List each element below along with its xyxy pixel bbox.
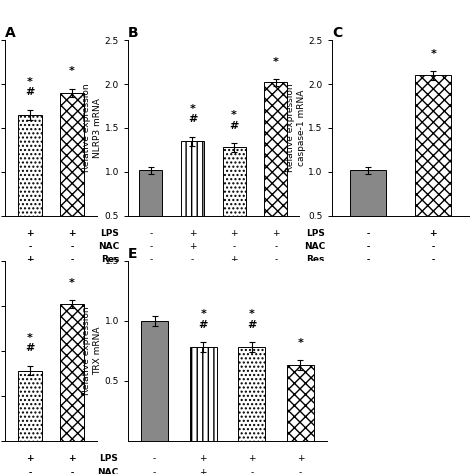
Text: A: A [5, 26, 16, 40]
Text: Res: Res [101, 255, 119, 264]
Text: -: - [366, 229, 369, 237]
Text: -: - [153, 468, 156, 474]
Text: +: + [26, 255, 34, 264]
Text: -: - [299, 468, 302, 474]
Text: *: * [231, 110, 237, 120]
Text: +: + [429, 229, 437, 237]
Y-axis label: Relative expression
TRX mRNA: Relative expression TRX mRNA [82, 307, 102, 395]
Text: -: - [191, 255, 194, 264]
Text: LPS: LPS [99, 455, 118, 463]
Text: -: - [232, 242, 236, 251]
Text: +: + [68, 455, 76, 463]
Text: -: - [70, 255, 73, 264]
Text: -: - [70, 255, 73, 264]
Bar [18, 115, 42, 259]
Text: +: + [189, 242, 196, 251]
Text: #: # [229, 120, 239, 131]
Text: NAC: NAC [304, 242, 325, 251]
Text: *: * [249, 309, 255, 319]
Text: -: - [149, 229, 153, 237]
Text: -: - [28, 242, 32, 251]
Bar [60, 304, 83, 474]
Bar [238, 347, 265, 441]
Text: +: + [26, 229, 34, 237]
Bar [18, 371, 42, 474]
Bar [223, 147, 246, 259]
Text: NAC: NAC [97, 468, 118, 474]
Text: +: + [272, 229, 280, 237]
Text: +: + [68, 455, 76, 463]
Text: #: # [25, 344, 35, 354]
Text: *: * [201, 309, 206, 319]
Text: +: + [26, 455, 34, 463]
Text: -: - [432, 255, 435, 264]
Text: +: + [429, 229, 437, 237]
Y-axis label: Relative expression
NLRP3 mRNA: Relative expression NLRP3 mRNA [82, 84, 102, 172]
Text: *: * [190, 104, 195, 114]
Text: -: - [366, 242, 369, 251]
Text: #: # [188, 115, 197, 125]
Text: -: - [149, 242, 153, 251]
Text: +: + [26, 255, 34, 264]
Text: *: * [69, 66, 75, 76]
Text: +: + [230, 255, 238, 264]
Bar [190, 347, 217, 441]
Bar [141, 321, 168, 441]
Text: *: * [69, 278, 75, 288]
Text: +: + [189, 229, 196, 237]
Text: +: + [26, 229, 34, 237]
Text: LPS: LPS [100, 229, 119, 237]
Text: +: + [68, 229, 76, 237]
Bar [415, 75, 451, 259]
Text: -: - [28, 468, 32, 474]
Bar [181, 141, 204, 259]
Text: E: E [128, 246, 137, 261]
Text: -: - [432, 242, 435, 251]
Text: *: * [27, 333, 33, 343]
Text: -: - [432, 255, 435, 264]
Text: +: + [248, 455, 255, 463]
Text: -: - [28, 468, 32, 474]
Text: -: - [28, 242, 32, 251]
Bar [264, 82, 287, 259]
Text: +: + [297, 455, 304, 463]
Text: +: + [230, 229, 238, 237]
Text: -: - [70, 242, 73, 251]
Text: LPS: LPS [306, 229, 325, 237]
Text: -: - [366, 255, 369, 264]
Text: Res: Res [307, 255, 325, 264]
Bar [60, 93, 83, 259]
Text: NAC: NAC [98, 242, 119, 251]
Text: #: # [25, 87, 35, 97]
Text: -: - [70, 468, 73, 474]
Text: B: B [128, 26, 138, 40]
Text: -: - [366, 255, 369, 264]
Text: -: - [274, 255, 277, 264]
Text: *: * [27, 77, 33, 87]
Text: -: - [153, 455, 156, 463]
Text: -: - [149, 255, 153, 264]
Text: *: * [297, 338, 303, 348]
Text: #: # [199, 320, 208, 330]
Y-axis label: Relative expression
caspase-1 mRNA: Relative expression caspase-1 mRNA [286, 84, 306, 172]
Text: *: * [273, 56, 279, 67]
Bar [350, 170, 386, 259]
Bar [139, 170, 162, 259]
Text: -: - [432, 242, 435, 251]
Text: +: + [200, 468, 207, 474]
Text: +: + [200, 455, 207, 463]
Text: -: - [366, 242, 369, 251]
Text: -: - [274, 242, 277, 251]
Text: +: + [68, 229, 76, 237]
Text: -: - [70, 468, 73, 474]
Text: -: - [366, 229, 369, 237]
Text: C: C [332, 26, 342, 40]
Text: -: - [250, 468, 254, 474]
Text: *: * [430, 49, 436, 59]
Text: +: + [26, 455, 34, 463]
Text: #: # [247, 320, 256, 330]
Text: -: - [70, 242, 73, 251]
Bar [287, 365, 314, 441]
